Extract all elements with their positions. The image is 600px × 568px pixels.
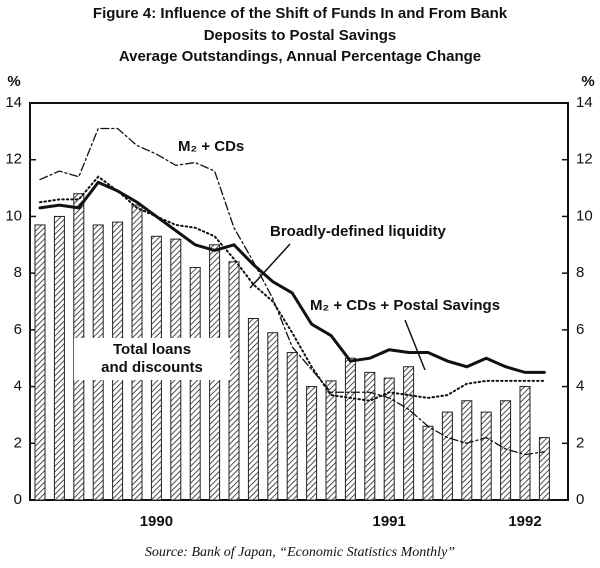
bar xyxy=(364,371,376,501)
x-tick-label: 1991 xyxy=(373,513,406,530)
y-tick-label: 4 xyxy=(14,378,22,395)
bars-label: and discounts xyxy=(101,359,203,376)
label-arrow xyxy=(404,319,426,371)
y2-tick-label: 14 xyxy=(576,94,593,111)
bar xyxy=(383,377,395,501)
y-tick-label: 6 xyxy=(14,321,22,338)
label-box xyxy=(74,338,230,380)
y2-tick-label: 2 xyxy=(576,434,584,451)
bar xyxy=(519,386,531,501)
y-axis-label: % xyxy=(7,73,20,90)
label-arrow xyxy=(249,243,291,289)
y-tick-label: 8 xyxy=(14,264,22,281)
series-label: M₂ + CDs xyxy=(178,138,244,155)
line-series xyxy=(38,180,546,374)
bar xyxy=(34,224,46,501)
y2-tick-label: 8 xyxy=(576,264,584,281)
bar xyxy=(189,266,201,501)
bar xyxy=(403,366,415,501)
line-series xyxy=(39,127,546,456)
series-label: M₂ + CDs + Postal Savings xyxy=(310,297,500,314)
y-tick-label: 14 xyxy=(5,94,22,111)
y2-tick-label: 10 xyxy=(576,207,593,224)
bar xyxy=(344,357,356,501)
y-tick-label: 2 xyxy=(14,434,22,451)
bar xyxy=(538,437,550,501)
y-tick-label: 12 xyxy=(5,151,22,168)
series-label: Broadly-defined liquidity xyxy=(270,223,446,240)
y2-tick-label: 4 xyxy=(576,378,584,395)
x-tick-label: 1992 xyxy=(508,513,541,530)
bar xyxy=(461,400,473,501)
bar xyxy=(441,411,453,501)
bar xyxy=(267,332,279,501)
bar xyxy=(422,425,434,501)
chart-title: Average Outstandings, Annual Percentage … xyxy=(119,48,481,65)
y2-axis-label: % xyxy=(581,73,594,90)
y-tick-label: 10 xyxy=(5,207,22,224)
y2-tick-label: 0 xyxy=(576,491,584,508)
bars-label: Total loans xyxy=(113,341,191,358)
bar xyxy=(53,215,65,501)
y-tick-label: 0 xyxy=(14,491,22,508)
bar xyxy=(480,411,492,501)
x-tick-label: 1990 xyxy=(140,513,173,530)
bar xyxy=(247,318,259,501)
plot-frame xyxy=(29,102,569,501)
bar xyxy=(325,380,337,501)
bar xyxy=(306,386,318,501)
line-series xyxy=(39,175,546,402)
bar xyxy=(286,352,298,501)
bar xyxy=(228,261,240,501)
y2-tick-label: 12 xyxy=(576,151,593,168)
y2-tick-label: 6 xyxy=(576,321,584,338)
source: Source: Bank of Japan, “Economic Statist… xyxy=(145,545,455,560)
chart-title: Figure 4: Influence of the Shift of Fund… xyxy=(93,5,508,22)
chart-title: Deposits to Postal Savings xyxy=(204,27,397,44)
